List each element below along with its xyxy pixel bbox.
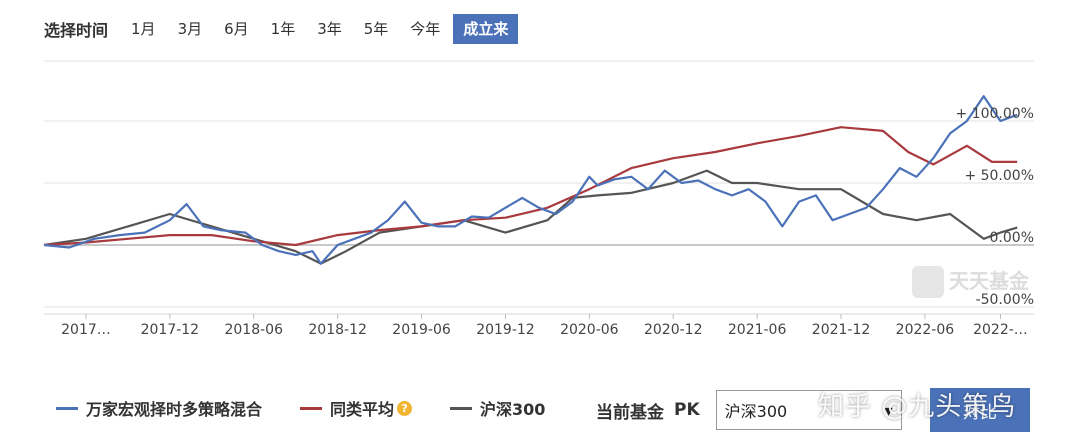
chart-series [43,95,1018,265]
x-tick-label-7: 2020-12 [644,322,703,338]
legend-label-hs300: 沪深300 [480,400,546,419]
legend-label-fund: 万家宏观择时多策略混合 [86,400,263,419]
series-line-1 [43,126,1018,247]
x-tick-label-4: 2019-06 [392,322,451,338]
legend-swatch-peer-average [300,406,323,410]
performance-line-chart: 天天基金 + 100.00% + 50.00% 0.00% -50.00% 2017…… [43,60,1034,338]
x-tick-label-11: 2022-… [973,322,1028,338]
current-fund-label: 当前基金 [596,402,664,423]
legend-item-peer-average[interactable]: 同类平均 ? [300,396,413,420]
legend-label-peer-average: 同类平均 [330,400,395,419]
x-tick-label-0: 2017… [61,322,111,338]
range-selector: 选择时间 1月 3月 6月 1年 3年 5年 今年 成立来 [0,12,522,46]
legend-swatch-fund [56,406,78,410]
legend-item-hs300[interactable]: 沪深300 [450,396,545,420]
x-tick-label-6: 2020-06 [560,322,619,338]
x-tick-label-9: 2021-12 [812,322,871,338]
pk-compare-area: 当前基金 PK 沪深300 ▾ [596,388,902,432]
compare-index-select[interactable]: 沪深300 ▾ [715,390,902,430]
range-option-3m[interactable]: 3月 [177,20,203,38]
pk-label: PK [674,400,700,420]
y-tick-label-2: 0.00% [990,230,1034,246]
range-option-1y[interactable]: 1年 [270,20,296,38]
range-option-6m[interactable]: 6月 [224,20,249,38]
chart-legend: 万家宏观择时多策略混合 同类平均 ? 沪深300 [56,396,583,420]
series-line-0 [43,95,1018,265]
range-option-since-inception[interactable]: 成立来 [453,14,519,44]
range-option-3y[interactable]: 3年 [317,20,342,38]
y-tick-label-3: -50.00% [976,292,1034,308]
y-tick-label-0: + 100.00% [956,106,1034,122]
tiantian-logo: 天天基金 [912,266,1030,298]
legend-item-fund[interactable]: 万家宏观择时多策略混合 [56,396,262,420]
x-tick-label-1: 2017-12 [141,322,200,338]
series-line-2 [43,169,1018,265]
x-tick-label-8: 2021-06 [728,322,787,338]
logo-text: 天天基金 [949,269,1030,293]
y-axis-labels: + 100.00% + 50.00% 0.00% -50.00% [956,106,1034,308]
compare-button[interactable]: 对比 [930,388,1030,432]
x-tick-label-10: 2022-06 [896,322,955,338]
legend-swatch-hs300 [450,406,473,410]
logo-mark-icon [912,266,944,298]
question-icon[interactable]: ? [397,400,413,416]
range-selector-title: 选择时间 [44,21,109,40]
chart-grid [44,60,1034,315]
compare-index-value: 沪深300 [724,402,788,421]
chevron-down-icon: ▾ [884,400,893,420]
x-tick-label-5: 2019-12 [476,322,535,338]
x-tick-label-3: 2018-12 [308,322,367,338]
y-tick-label-1: + 50.00% [964,168,1034,184]
range-option-5y[interactable]: 5年 [363,20,389,38]
range-option-ytd[interactable]: 今年 [410,20,441,38]
x-tick-label-2: 2018-06 [224,322,283,338]
x-axis-labels: 2017… 2017-12 2018-06 2018-12 2019-06 2019-12… [61,314,1028,338]
range-option-1m[interactable]: 1月 [131,20,156,38]
